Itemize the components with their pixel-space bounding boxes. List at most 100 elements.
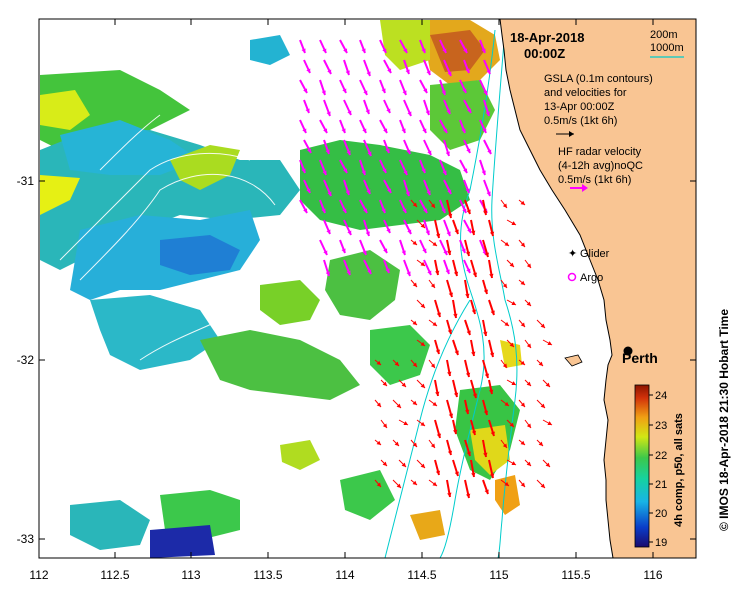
hf-arrow-head	[481, 170, 486, 175]
gsla-arrow-head	[466, 330, 471, 335]
gsla-arrow-head	[484, 252, 489, 257]
hf-arrow-head	[427, 270, 432, 275]
gsla-arrow-head	[526, 343, 531, 348]
hf-arrow-head	[347, 230, 352, 235]
gsla-arrow-head	[430, 203, 435, 208]
hf-arrow-head	[407, 229, 412, 234]
gsla-arrow-head	[394, 441, 399, 446]
gsla-arrow-head	[435, 470, 441, 475]
map-time: 00:00Z	[524, 46, 565, 61]
hf-arrow-head	[426, 190, 431, 195]
gsla-arrow-head	[412, 282, 417, 287]
hf-arrow-head	[441, 90, 446, 95]
hf-arrow-head	[442, 48, 447, 53]
hf-arrow-head	[441, 208, 446, 213]
colorbar-tick-label: 19	[655, 537, 667, 549]
hf-arrow-head	[401, 128, 406, 133]
hf-arrow-head	[403, 48, 408, 53]
hf-arrow-head	[365, 231, 370, 236]
colorbar-tick-label: 22	[655, 450, 667, 462]
gsla-arrow-head	[538, 441, 543, 446]
gsla-arrow-head	[453, 271, 459, 276]
gsla-arrow-head	[435, 349, 441, 354]
colorbar-gradient	[634, 384, 650, 548]
isobaths	[384, 29, 518, 558]
gsla-arrow-head	[520, 440, 525, 445]
gsla-arrow-head	[502, 203, 507, 208]
hf-arrow-head	[307, 148, 312, 153]
hf-arrow-head	[325, 149, 330, 154]
hf-arrow-head	[365, 109, 370, 114]
gsla-arrow-head	[547, 341, 552, 345]
gsla-arrow-head	[489, 352, 495, 357]
gsla-arrow-head	[430, 443, 435, 448]
hf-arrow-head	[326, 111, 331, 116]
island	[564, 354, 583, 367]
hf-arrow-head	[363, 90, 368, 95]
hf-arrow-head	[385, 148, 390, 153]
gsla-arrow-head	[484, 373, 490, 378]
gsla-arrow-head	[472, 393, 478, 398]
gsla-arrow-head	[520, 200, 525, 205]
hf-arrow-head	[363, 208, 368, 213]
colorbar-tick-label: 24	[655, 390, 667, 402]
hf-arrow-head	[302, 128, 307, 133]
gsla-arrow-head	[502, 443, 507, 448]
gsla-arrow-head	[520, 360, 525, 365]
gsla-arrow-head	[526, 263, 531, 268]
gsla-arrow-head	[502, 283, 507, 288]
hf-arrow-head	[447, 189, 452, 194]
gsla-arrow-head	[471, 230, 476, 235]
hf-arrow-head	[383, 248, 388, 253]
map-date: 18-Apr-2018	[510, 30, 584, 45]
gsla-arrow-head	[538, 361, 543, 366]
hf-arrow-head	[447, 71, 452, 76]
hf-arrow-head	[401, 250, 406, 255]
gsla-arrow-head	[412, 480, 417, 485]
gsla-arrow-head	[447, 250, 452, 255]
hf-arrow-head	[382, 48, 387, 53]
hf-arrow-head	[405, 69, 410, 74]
credit-text: © IMOS 18-Apr-2018 21:30 Hobart Time	[717, 309, 731, 531]
hf-arrow-head	[482, 128, 487, 133]
argo-legend-marker	[567, 272, 577, 282]
hf-arrow-head	[386, 108, 391, 113]
gsla-arrow-head	[376, 440, 381, 445]
hf-arrow-head	[421, 48, 426, 53]
hf-arrow-head	[466, 268, 471, 273]
hf-arrow-head	[325, 271, 330, 276]
gsla-arrow-head	[483, 331, 488, 336]
hf-arrow-head	[406, 149, 411, 154]
hf-arrow-head	[385, 268, 390, 273]
gsla-arrow-head	[484, 489, 489, 494]
hf-arrow-head	[486, 69, 491, 74]
hf-arrow-head	[481, 48, 486, 53]
gsla-arrow-head	[520, 322, 525, 327]
gsla-arrow-head	[490, 310, 495, 315]
hf-arrow-head	[326, 229, 331, 234]
gsla-arrow-head	[466, 209, 471, 214]
hf-arrow-head	[425, 230, 430, 235]
hf-arrow-head	[406, 271, 411, 276]
hf-arrow-head	[341, 128, 346, 133]
gsla-scale-arrowhead	[569, 131, 574, 137]
x-tick-label: 114.5	[407, 568, 436, 582]
colorbar-tick-label: 21	[655, 479, 667, 491]
gsla-arrow-head	[502, 363, 507, 368]
hf-arrow-head	[322, 170, 327, 175]
gsla-arrow-head	[472, 272, 477, 277]
hf-arrow-head	[465, 68, 470, 73]
hf-arrow-head	[423, 88, 428, 93]
gsla-arrow-head	[540, 403, 545, 408]
gsla-arrow-head	[471, 472, 476, 477]
hf-arrow-head	[343, 168, 348, 173]
gsla-arrow-head	[509, 422, 514, 427]
gsla-arrow-head	[465, 293, 470, 298]
gsla-arrow-head	[430, 283, 435, 288]
gsla-note-line: 13-Apr 00:00Z	[544, 101, 615, 113]
hf-arrow-head	[381, 88, 386, 93]
gsla-arrow-head	[412, 202, 417, 207]
hf-arrow-head	[306, 68, 311, 73]
hf-arrow-head	[362, 128, 367, 133]
hf-arrow-head	[462, 88, 467, 93]
